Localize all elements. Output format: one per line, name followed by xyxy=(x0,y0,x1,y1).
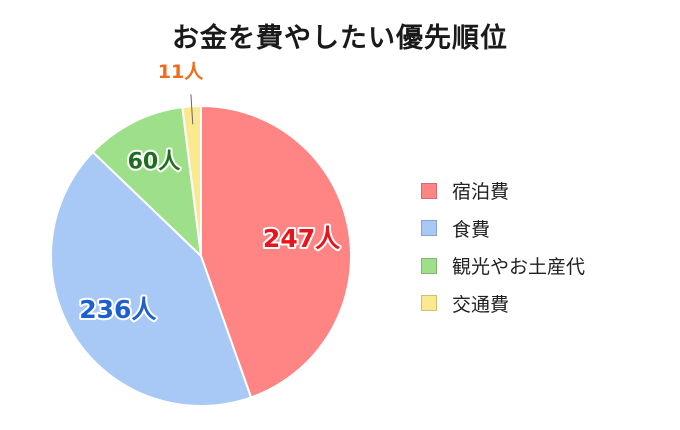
legend-swatch-food xyxy=(421,220,437,237)
legend-item-food: 食費 xyxy=(421,210,585,248)
legend-item-accommodation: 宿泊費 xyxy=(421,172,585,210)
pie-slice-accommodation xyxy=(200,104,352,399)
legend-label-transport: 交通費 xyxy=(452,293,510,316)
legend-swatch-transport xyxy=(421,295,437,312)
pie-slice-food xyxy=(50,150,253,407)
legend-swatch-accommodation xyxy=(421,182,437,199)
legend-item-sightseeing: 観光やお土産代 xyxy=(421,247,585,285)
value-label-sightseeing: 60人 xyxy=(128,150,181,175)
pie-slice-sightseeing xyxy=(91,106,203,259)
legend-label-sightseeing: 観光やお土産代 xyxy=(452,256,586,279)
legend-item-transport: 交通費 xyxy=(421,285,585,323)
value-label-food: 236人 xyxy=(79,295,156,324)
value-label-accommodation: 247人 xyxy=(263,224,340,253)
legend: 宿泊費 食費 観光やお土産代 交通費 xyxy=(421,172,585,322)
value-label-transport: 11人 xyxy=(158,61,204,83)
chart-title: お金を費やしたい優先順位 xyxy=(172,23,508,54)
legend-swatch-sightseeing xyxy=(421,257,437,274)
legend-label-food: 食費 xyxy=(452,218,491,241)
leader-line-transport xyxy=(190,94,194,125)
legend-label-accommodation: 宿泊費 xyxy=(452,181,510,204)
